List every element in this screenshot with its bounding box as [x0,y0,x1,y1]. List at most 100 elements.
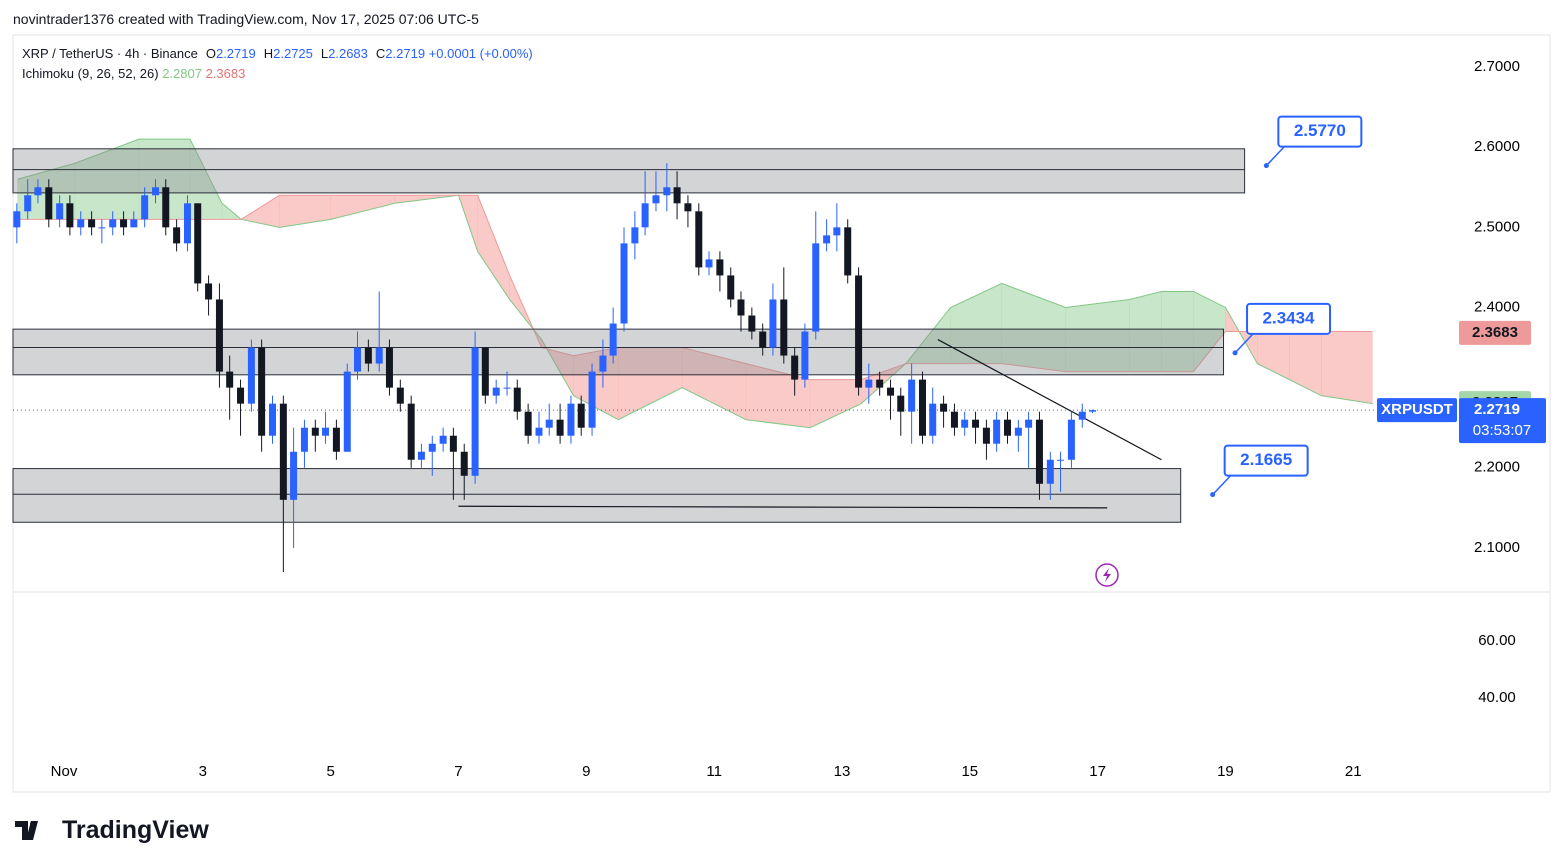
candle-body [588,371,596,428]
candle-body [109,219,117,228]
candle-body [237,387,245,404]
indicator-value: 2.2807 [162,66,202,81]
cloud-segment [330,195,395,220]
candle-body [396,387,404,404]
x-tick-label: 5 [326,763,334,780]
candle-body [833,227,841,236]
ohlc-value: 2.2719 [215,46,256,61]
candle-body [972,419,980,428]
candle-body [940,403,948,412]
x-tick-label: 15 [961,763,978,780]
candle-body [258,347,266,436]
y-tick-label: 2.5000 [1474,218,1520,235]
indicator-name: Ichimoku (9, 26, 52, 26) [22,66,159,81]
frame [12,34,1551,793]
candle-body [226,371,234,388]
candle-body [492,387,500,396]
candle-body [908,379,916,412]
candle-body [322,427,330,436]
trend-line [458,505,1108,509]
candle-body [449,435,457,452]
price-label: 2.3683 [1472,324,1518,341]
candle-body [66,203,74,228]
candle-body [439,435,447,444]
candle-body [311,427,319,436]
candle-body [364,347,372,364]
candle-body [705,259,713,268]
candle-body [876,379,884,388]
candle-body [865,379,873,388]
candle-body [716,259,724,276]
last-price-bg [1459,398,1546,444]
lower-y-tick-label: 40.00 [1478,689,1516,706]
candle-body [631,227,639,244]
candle-body [759,331,767,348]
indicator-legend: Ichimoku (9, 26, 52, 26) 2.2807 2.3683 [22,66,245,81]
alert-icon[interactable] [1095,563,1119,587]
callout-label: 2.5770 [1294,121,1346,140]
candle-body [545,419,553,428]
x-tick-label: 19 [1217,763,1234,780]
y-tick-label: 2.2000 [1474,459,1520,476]
candle-body [1003,419,1011,436]
candle-body [343,371,351,452]
candle-body [982,427,990,444]
candle-body [993,419,1001,444]
callout-pointer [1234,333,1254,354]
price-label-bg [1459,320,1531,345]
candle-body [844,227,852,276]
candle-body [215,299,223,372]
callout-point [1232,350,1238,356]
callout-label: 2.3434 [1263,308,1316,327]
ohlc-label: L [320,46,329,61]
candle-body [332,427,340,452]
candle-body [1089,410,1097,412]
candle-body [897,395,905,412]
cloud-segment [1257,331,1290,381]
candle-body [1035,419,1043,484]
candle-body [130,219,138,228]
candle-body [56,203,64,220]
ohlc-label: H [263,46,274,61]
cloud-segment [477,195,510,301]
callout-point [1263,163,1269,169]
symbol-label-bg [1377,398,1457,423]
callout-point [1210,492,1216,498]
cloud-segment [279,195,331,228]
candle-body [918,379,926,436]
candle-body [98,227,106,229]
candle-body [599,355,607,372]
callout-box [1246,302,1332,335]
cloud-segment [1289,331,1322,397]
candle-body [1025,419,1033,428]
candle-body [855,275,863,388]
candle-body [77,219,85,228]
plot: 2.57702.34342.16652.36832.28072.271903:5… [12,115,1546,572]
y-tick-label: 2.7000 [1474,58,1520,75]
candle-body [481,347,489,396]
change: +0.0001 (+0.00%) [428,46,533,61]
callout-pointer [1265,146,1285,167]
candle-body [609,323,617,356]
ohlc-value: 2.2719 [385,46,426,61]
candle-body [801,331,809,380]
candle-body [567,403,575,436]
candle-body [120,219,128,228]
candle-body [663,187,671,196]
candle-body [577,403,585,428]
symbol: XRP / TetherUS · 4h · Binance [22,46,198,61]
candle-body [428,443,436,452]
x-tick-label: 21 [1345,763,1362,780]
candle-body [1078,411,1086,420]
cloud-segment [809,379,862,429]
candle-body [1046,459,1054,484]
candle-body [950,411,958,428]
lower-y-tick-label: 60.00 [1478,632,1516,649]
candle-body [279,403,287,500]
candle-body [1014,427,1022,436]
cloud-segment [240,194,280,228]
zone [12,148,1246,194]
indicator-value: 2.3683 [205,66,246,81]
x-tick-label: 13 [834,763,851,780]
